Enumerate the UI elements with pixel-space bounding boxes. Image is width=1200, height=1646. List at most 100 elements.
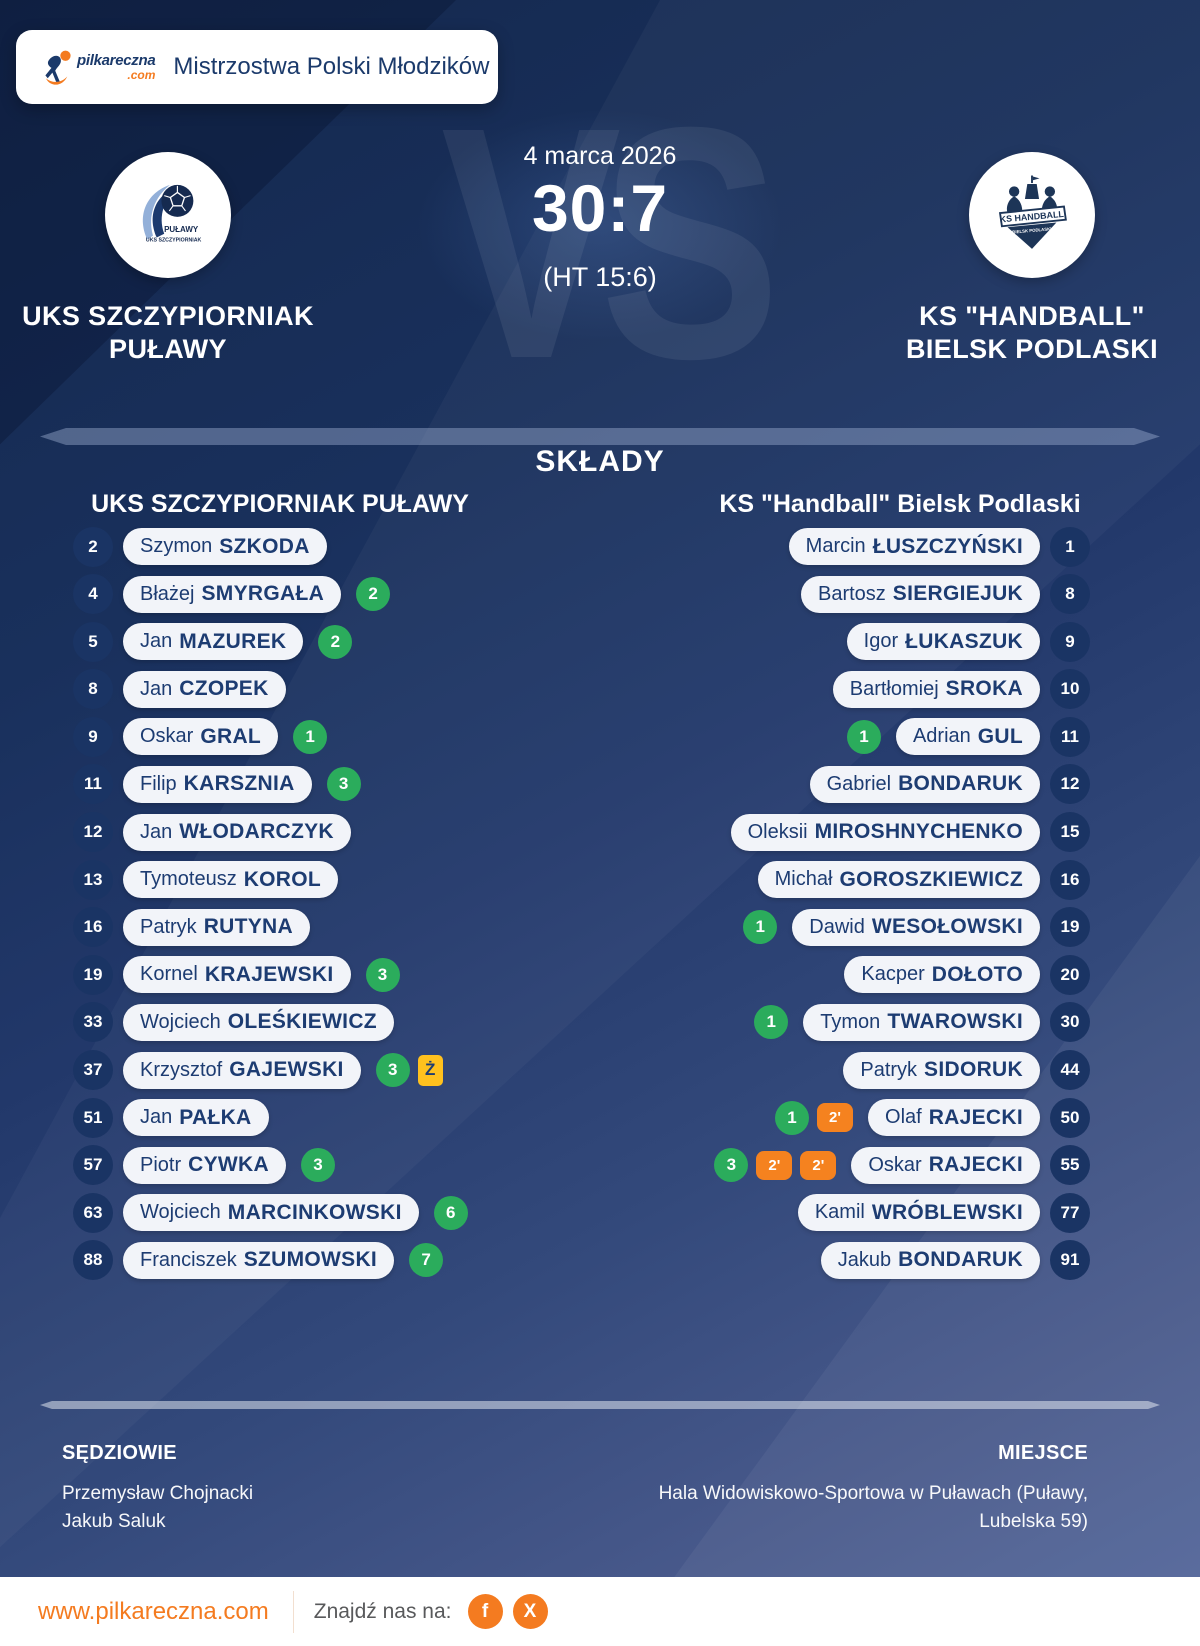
player-first-name: Igor bbox=[863, 630, 899, 653]
player-badges: 2 bbox=[318, 624, 353, 659]
home-players-list: 2 Szymon SZKODA 4 Błażej SMYRGAŁA 2 5 Ja… bbox=[73, 526, 633, 1290]
two-minutes-badge: 2' bbox=[756, 1150, 793, 1180]
player-last-name: SROKA bbox=[945, 677, 1023, 701]
player-first-name: Piotr bbox=[140, 1153, 182, 1176]
goals-badge: 1 bbox=[754, 1005, 789, 1040]
player-row: 10 Bartłomiej SROKA bbox=[530, 669, 1090, 710]
referees-names: Przemysław Chojnacki Jakub Saluk bbox=[62, 1480, 253, 1536]
player-badges: 3 bbox=[326, 767, 361, 802]
goals-badge: 3 bbox=[714, 1148, 749, 1183]
player-badges: 1 bbox=[293, 719, 328, 754]
player-first-name: Kacper bbox=[861, 963, 925, 986]
player-first-name: Michał bbox=[774, 868, 833, 891]
player-number: 5 bbox=[73, 621, 113, 662]
player-first-name: Patryk bbox=[860, 1058, 918, 1081]
player-name-pill: Marcin ŁUSZCZYŃSKI bbox=[788, 528, 1040, 565]
player-name-pill: Kacper DOŁOTO bbox=[844, 956, 1040, 994]
player-last-name: MIROSHNYCHENKO bbox=[814, 820, 1023, 844]
facebook-icon[interactable]: f bbox=[467, 1594, 503, 1629]
venue-text: Hala Widowiskowo-Sportowa w Puławach (Pu… bbox=[658, 1483, 1088, 1532]
home-team-name: UKS SZCZYPIORNIAK PUŁAWY bbox=[0, 300, 336, 366]
player-row: 9 Oskar GRAL 1 bbox=[73, 716, 633, 757]
player-badges: 7 bbox=[409, 1243, 444, 1278]
goals-badge: 1 bbox=[775, 1100, 810, 1135]
player-row: 50 Olaf RAJECKI 1 2' bbox=[530, 1097, 1090, 1138]
player-last-name: SMYRGAŁA bbox=[201, 582, 325, 606]
player-row: 77 Kamil WRÓBLEWSKI bbox=[530, 1192, 1090, 1233]
goals-badge: 7 bbox=[409, 1243, 444, 1278]
player-name-pill: Tymon TWAROWSKI bbox=[803, 1003, 1040, 1041]
section-divider bbox=[40, 428, 1160, 445]
player-name-pill: Jan MAZUREK bbox=[123, 623, 304, 661]
player-last-name: KOROL bbox=[243, 867, 322, 891]
player-row: 5 Jan MAZUREK 2 bbox=[73, 621, 633, 662]
referees-label: SĘDZIOWIE bbox=[62, 1442, 177, 1464]
player-row: 63 Wojciech MARCINKOWSKI 6 bbox=[73, 1192, 633, 1233]
venue-block: MIEJSCE Hala Widowiskowo-Sportowa w Puła… bbox=[608, 1442, 1088, 1536]
player-name-pill: Tymoteusz KOROL bbox=[123, 861, 339, 899]
player-number: 15 bbox=[1050, 812, 1090, 853]
player-first-name: Marcin bbox=[805, 535, 866, 557]
player-name-pill: Krzysztof GAJEWSKI bbox=[123, 1051, 361, 1089]
player-name-pill: Patryk SIDORUK bbox=[843, 1051, 1040, 1089]
player-badges: 1 bbox=[846, 719, 881, 754]
x-icon[interactable]: X bbox=[512, 1594, 548, 1629]
goals-badge: 3 bbox=[300, 1148, 335, 1183]
website-link[interactable]: www.pilkareczna.com bbox=[38, 1597, 269, 1625]
player-name-pill: Piotr CYWKA bbox=[123, 1146, 286, 1184]
player-name-pill: Michał GOROSZKIEWICZ bbox=[757, 861, 1040, 899]
player-row: 12 Gabriel BONDARUK bbox=[530, 764, 1090, 805]
player-name-pill: Patryk RUTYNA bbox=[123, 908, 310, 946]
player-number: 12 bbox=[1050, 764, 1090, 805]
player-number: 2 bbox=[73, 526, 113, 567]
player-name-pill: Jan PAŁKA bbox=[123, 1099, 269, 1137]
player-name-pill: Filip KARSZNIA bbox=[123, 765, 312, 803]
match-score: 30:7 bbox=[531, 171, 669, 245]
goals-badge: 1 bbox=[293, 719, 328, 754]
player-row: 4 Błażej SMYRGAŁA 2 bbox=[73, 574, 633, 615]
goals-badge: 1 bbox=[846, 719, 881, 754]
player-number: 55 bbox=[1050, 1145, 1090, 1186]
player-row: 57 Piotr CYWKA 3 bbox=[73, 1145, 633, 1186]
away-lineup-header: KS "Handball" Bielsk Podlaski bbox=[719, 490, 1081, 518]
handball-player-icon bbox=[45, 50, 71, 85]
player-row: 19 Dawid WESOŁOWSKI 1 bbox=[530, 907, 1090, 948]
player-first-name: Tymon bbox=[820, 1010, 881, 1033]
player-row: 20 Kacper DOŁOTO bbox=[530, 954, 1090, 995]
player-number: 33 bbox=[73, 1002, 113, 1043]
page-title: Mistrzostwa Polski Młodzików bbox=[173, 53, 490, 80]
player-row: 13 Tymoteusz KOROL bbox=[73, 859, 633, 900]
player-last-name: SZUMOWSKI bbox=[243, 1248, 378, 1272]
player-first-name: Gabriel bbox=[826, 772, 892, 795]
player-number: 13 bbox=[73, 859, 113, 900]
site-name: pilkareczna bbox=[77, 52, 156, 69]
goals-badge: 6 bbox=[433, 1195, 468, 1230]
player-badges: 3 bbox=[365, 957, 400, 992]
player-first-name: Oleksii bbox=[747, 820, 808, 843]
player-name-pill: Szymon SZKODA bbox=[123, 528, 327, 565]
player-last-name: CZOPEK bbox=[179, 677, 269, 701]
player-name-pill: Olaf RAJECKI bbox=[868, 1099, 1040, 1137]
goals-badge: 3 bbox=[326, 767, 361, 802]
away-team-logo: KS HANDBALL BIELSK PODLASKI bbox=[969, 152, 1095, 278]
player-first-name: Jakub bbox=[837, 1248, 892, 1271]
player-name-pill: Bartłomiej SROKA bbox=[832, 670, 1040, 708]
player-row: 15 Oleksii MIROSHNYCHENKO bbox=[530, 812, 1090, 853]
player-first-name: Bartosz bbox=[817, 582, 886, 605]
home-logo-subtitle: UKS SZCZYPIORNIAK bbox=[146, 237, 202, 243]
referee-name: Przemysław Chojnacki bbox=[62, 1483, 254, 1504]
goals-badge: 1 bbox=[743, 910, 778, 945]
player-row: 51 Jan PAŁKA bbox=[73, 1097, 633, 1138]
player-last-name: ŁUSZCZYŃSKI bbox=[872, 534, 1023, 558]
player-number: 10 bbox=[1050, 669, 1090, 710]
away-team-name: KS "HANDBALL" BIELSK PODLASKI bbox=[864, 300, 1200, 366]
player-badges: 3 bbox=[300, 1148, 335, 1183]
player-number: 8 bbox=[73, 669, 113, 710]
halftime-score: (HT 15:6) bbox=[543, 262, 657, 292]
player-number: 4 bbox=[73, 574, 113, 615]
player-first-name: Franciszek bbox=[140, 1248, 237, 1271]
player-number: 16 bbox=[73, 907, 113, 948]
home-team-name-line2: PUŁAWY bbox=[109, 334, 227, 364]
player-first-name: Tymoteusz bbox=[140, 868, 237, 891]
